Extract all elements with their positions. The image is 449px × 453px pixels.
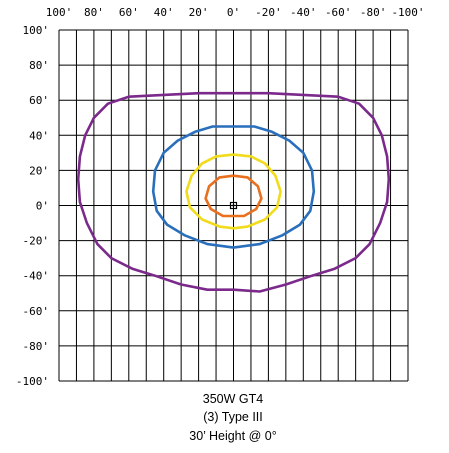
chart-title: 350W GT4 (3) Type III 30’ Height @ 0°	[189, 392, 276, 443]
x-tick-label: -40'	[290, 6, 317, 19]
y-tick-labels: 100' 80' 60' 40' 20' 0' -20' -40' -60' -80' -100'	[16, 24, 49, 388]
y-tick-label: -60'	[23, 305, 50, 318]
pole-marker-box	[229, 201, 238, 210]
y-tick-label: 100'	[23, 24, 50, 37]
y-tick-label: 0'	[36, 200, 49, 213]
x-tick-label: 40'	[154, 6, 174, 19]
x-tick-label: 80'	[84, 6, 104, 19]
y-tick-label: 60'	[29, 94, 49, 107]
contour-line	[76, 91, 391, 293]
x-tick-labels: 100' 80' 60' 40' 20' 0' -20' -40' -60' -80' -100'	[46, 6, 425, 19]
y-tick-label: -80'	[23, 340, 50, 353]
contour-series	[76, 91, 391, 293]
pole-marker	[229, 201, 238, 210]
title-line: 350W GT4	[203, 392, 263, 406]
x-tick-label: -60'	[325, 6, 352, 19]
title-line: (3) Type III	[203, 410, 263, 424]
x-tick-label: -20'	[255, 6, 282, 19]
x-tick-label: 60'	[119, 6, 139, 19]
y-tick-label: -100'	[16, 375, 49, 388]
chart-grid	[58, 29, 409, 382]
y-tick-label: 20'	[29, 164, 49, 177]
x-tick-label: 20'	[189, 6, 209, 19]
title-line: 30’ Height @ 0°	[189, 429, 276, 443]
contour-line	[185, 153, 282, 230]
x-tick-label: 100'	[46, 6, 73, 19]
x-tick-label: -100'	[391, 6, 424, 19]
y-tick-label: 40'	[29, 129, 49, 142]
y-tick-label: -20'	[23, 235, 50, 248]
pole-marker-dot	[232, 204, 235, 207]
y-tick-label: 80'	[29, 59, 49, 72]
y-tick-label: -40'	[23, 270, 50, 283]
contour-line	[204, 174, 263, 218]
x-tick-label: -80'	[360, 6, 387, 19]
contour-line	[151, 125, 316, 249]
x-tick-label: 0'	[227, 6, 240, 19]
